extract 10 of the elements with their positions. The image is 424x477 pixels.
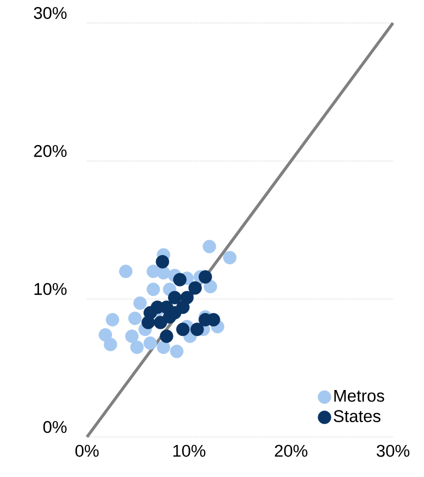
y-tick-label: 20%	[34, 144, 67, 157]
y-tick-label: 10%	[34, 282, 67, 295]
legend-label: States	[334, 410, 380, 422]
legend-label: Metros	[334, 390, 384, 402]
x-tick-label: 30%	[376, 444, 410, 457]
x-tick-label: 20%	[274, 444, 308, 457]
x-tick-label: 0%	[75, 444, 99, 457]
y-tick-label: 0%	[43, 420, 67, 433]
x-tick-label: 10%	[173, 444, 206, 457]
y-tick-label: 30%	[34, 6, 67, 19]
